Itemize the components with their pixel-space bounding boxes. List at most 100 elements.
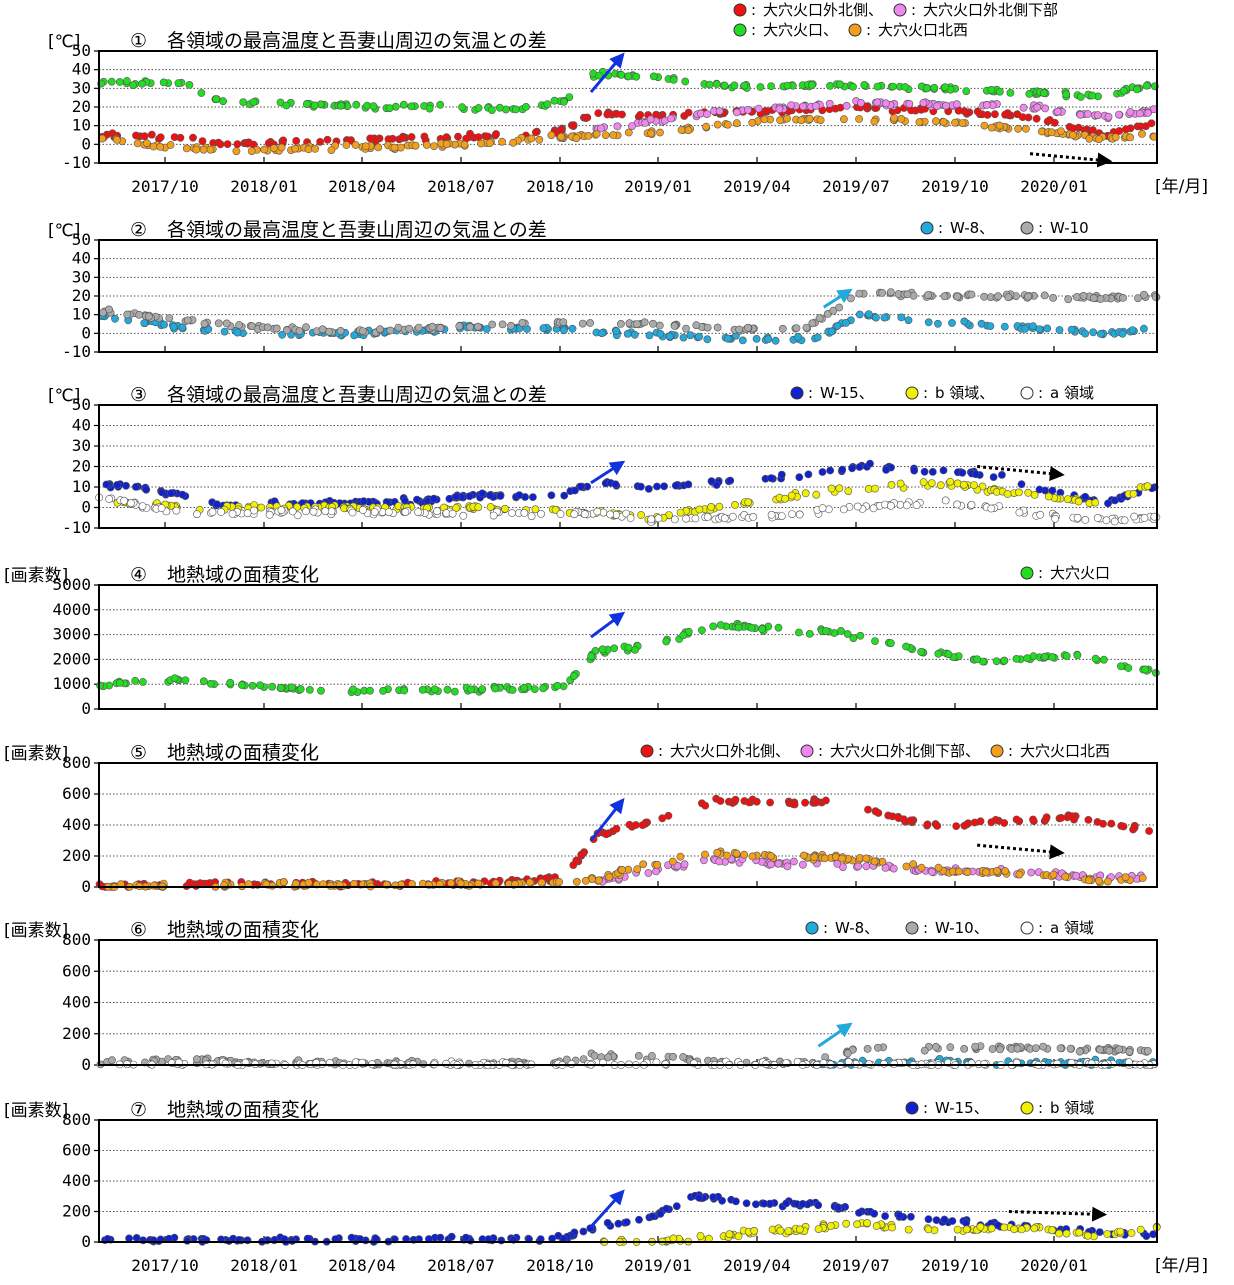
data-point	[287, 683, 296, 692]
data-point	[1024, 488, 1033, 497]
data-point	[917, 863, 926, 872]
data-point	[783, 114, 791, 123]
data-point	[977, 319, 986, 328]
data-point	[826, 82, 834, 90]
data-point	[760, 1199, 769, 1208]
data-point	[1104, 112, 1113, 121]
data-point	[200, 319, 209, 328]
data-point	[901, 83, 910, 91]
data-point	[1089, 294, 1098, 303]
data-point	[358, 327, 367, 335]
data-point	[963, 868, 972, 877]
data-point	[302, 100, 311, 108]
data-point	[276, 684, 285, 692]
panel-title: 地熱域の面積変化	[167, 919, 319, 941]
data-point	[787, 491, 796, 500]
data-point	[967, 500, 976, 509]
data-point	[748, 118, 757, 127]
data-point	[740, 81, 749, 90]
data-point	[725, 1230, 734, 1239]
data-point	[131, 482, 140, 491]
data-point	[691, 514, 700, 523]
plot-frame	[98, 1119, 1158, 1243]
data-point	[1107, 819, 1116, 828]
data-point	[944, 650, 953, 659]
data-point	[448, 509, 457, 518]
data-point	[948, 1217, 957, 1225]
x-tick-label: 2018/04	[328, 1256, 395, 1275]
data-point	[107, 77, 116, 86]
data-point	[648, 1212, 657, 1221]
legend-marker	[905, 1101, 919, 1115]
data-point	[1042, 813, 1051, 822]
data-point	[1111, 133, 1120, 142]
data-point	[301, 507, 310, 516]
data-point	[670, 321, 679, 330]
data-point	[696, 1232, 705, 1240]
data-point	[1095, 135, 1103, 144]
data-point	[1089, 328, 1098, 337]
data-point	[386, 326, 395, 335]
data-point	[1048, 1226, 1057, 1235]
data-point	[790, 857, 798, 866]
data-point	[550, 96, 559, 105]
data-point	[572, 134, 581, 143]
data-point	[568, 324, 577, 333]
data-point	[398, 134, 407, 142]
data-point	[695, 1193, 703, 1202]
data-point	[826, 466, 835, 475]
data-point	[953, 1225, 962, 1234]
data-point	[623, 329, 632, 338]
data-point	[838, 854, 846, 863]
data-point	[946, 477, 955, 486]
data-point	[835, 484, 844, 493]
data-point	[847, 294, 855, 303]
data-point	[157, 504, 166, 512]
data-point	[511, 105, 520, 114]
data-point	[749, 513, 758, 521]
data-point	[1072, 871, 1081, 880]
data-point	[590, 1051, 599, 1060]
data-point	[347, 1233, 356, 1242]
data-point	[1067, 325, 1076, 334]
data-point	[665, 332, 674, 341]
legend-label: W-15、	[935, 1099, 989, 1117]
data-point	[670, 515, 679, 524]
data-point	[1000, 322, 1009, 331]
data-point	[962, 87, 971, 96]
data-point	[142, 139, 151, 148]
data-point	[795, 473, 804, 482]
y-tick-label: 0	[81, 1055, 91, 1074]
data-point	[888, 1223, 896, 1232]
legend-label: a 領域	[1050, 384, 1094, 402]
data-point	[655, 321, 664, 330]
data-point	[684, 108, 693, 117]
data-point	[1140, 290, 1148, 299]
data-point	[1083, 110, 1092, 118]
data-point	[1073, 513, 1082, 522]
data-point	[612, 110, 621, 118]
data-point	[983, 111, 992, 119]
data-point	[1088, 91, 1097, 100]
data-point	[508, 509, 516, 517]
data-point	[887, 480, 896, 489]
data-point	[624, 643, 633, 652]
data-point	[991, 110, 999, 119]
data-point	[692, 321, 701, 330]
data-point	[1000, 819, 1009, 827]
data-point	[827, 1222, 835, 1230]
data-point	[882, 99, 890, 108]
data-point	[849, 82, 857, 91]
data-point	[491, 684, 499, 693]
data-point	[169, 322, 178, 331]
data-point	[795, 510, 804, 519]
x-tick-label: 2018/07	[427, 177, 494, 196]
data-point	[442, 140, 451, 148]
data-point	[815, 314, 824, 323]
data-point	[849, 634, 858, 643]
y-tick-label: 50	[72, 230, 91, 249]
data-point	[1075, 1047, 1084, 1056]
data-point	[902, 642, 910, 651]
data-point	[603, 110, 612, 119]
legend-colon: :	[818, 742, 823, 760]
